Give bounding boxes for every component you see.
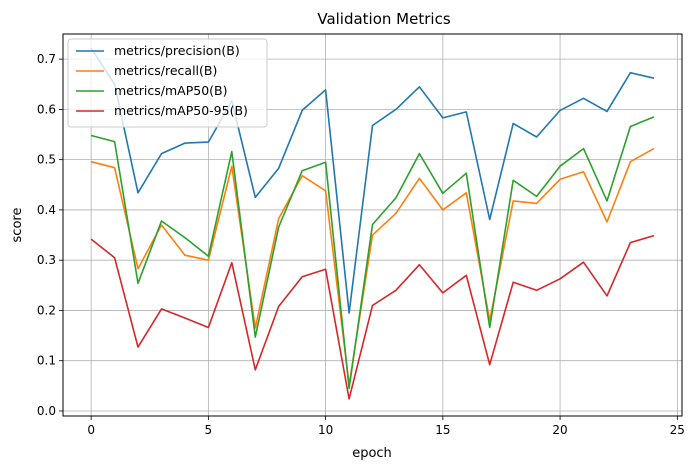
grid bbox=[63, 34, 682, 416]
plot-frame bbox=[62, 33, 683, 417]
x-tick-label: 0 bbox=[87, 423, 95, 437]
y-tick-label: 0.1 bbox=[37, 354, 56, 368]
y-tick-label: 0.2 bbox=[37, 303, 56, 317]
x-tick-label: 5 bbox=[205, 423, 213, 437]
legend-label: metrics/recall(B) bbox=[114, 63, 217, 78]
series-lines bbox=[90, 47, 655, 400]
x-tick-label: 25 bbox=[670, 423, 685, 437]
series-line bbox=[90, 147, 655, 386]
y-axis-ticks: 0.0 0.1 0.2 0.3 0.4 0.5 0.6 0.7 bbox=[37, 52, 63, 418]
y-tick-label: 0.4 bbox=[37, 203, 56, 217]
legend-label: metrics/precision(B) bbox=[114, 43, 240, 58]
x-axis-label: epoch bbox=[352, 446, 392, 461]
chart-title: Validation Metrics bbox=[317, 10, 450, 28]
y-tick-label: 0.3 bbox=[37, 253, 56, 267]
series-line bbox=[90, 234, 655, 400]
y-tick-label: 0.0 bbox=[37, 404, 56, 418]
x-tick-label: 15 bbox=[435, 423, 450, 437]
series-line bbox=[90, 47, 655, 314]
legend-label: metrics/mAP50(B) bbox=[114, 83, 227, 98]
x-axis-ticks: 0 5 10 15 20 25 bbox=[87, 416, 685, 437]
legend-label: metrics/mAP50-95(B) bbox=[114, 103, 248, 118]
legend-box bbox=[67, 38, 268, 128]
y-tick-label: 0.6 bbox=[37, 102, 56, 116]
series-line bbox=[90, 116, 655, 390]
y-axis-label: score bbox=[10, 208, 25, 243]
y-tick-label: 0.5 bbox=[37, 153, 56, 167]
x-tick-label: 10 bbox=[318, 423, 333, 437]
x-tick-label: 20 bbox=[552, 423, 567, 437]
y-tick-label: 0.7 bbox=[37, 52, 56, 66]
legend: metrics/precision(B) metrics/recall(B) met… bbox=[67, 38, 268, 128]
